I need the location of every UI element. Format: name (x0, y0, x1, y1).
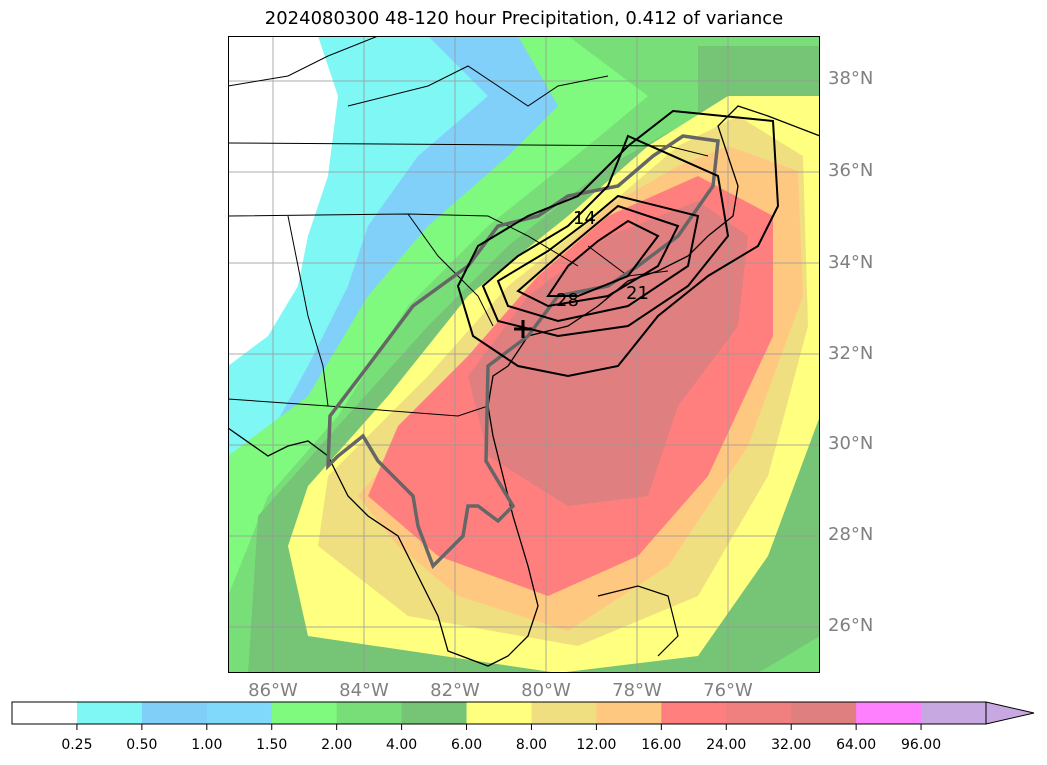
colorbar-tick-label: 6.00 (450, 737, 483, 753)
colorbar-extend-arrow (985, 701, 1035, 725)
colorbar-tick-label: 1.50 (256, 737, 288, 753)
lat-label: 36°N (828, 160, 874, 181)
lon-label: 80°W (521, 680, 571, 701)
colorbar-tick-label: 8.00 (515, 737, 548, 753)
map-frame (228, 36, 820, 673)
lat-label: 32°N (828, 343, 874, 364)
state-borders (228, 36, 709, 417)
contour-label-21: 21 (626, 283, 649, 304)
contour-21 (516, 204, 680, 308)
colorbar-cell (856, 702, 922, 724)
lon-label: 86°W (248, 680, 298, 701)
contour-28 (546, 219, 660, 297)
colorbar (11, 701, 1035, 730)
colorbar-tick-label: 12.00 (576, 737, 617, 753)
coastline-keys (597, 585, 679, 657)
lon-label: 82°W (430, 680, 480, 701)
contour-label-28: 28 (556, 290, 579, 311)
colorbar-cell (726, 702, 792, 724)
colorbar-tick-label: 0.25 (61, 737, 93, 753)
colorbar-cell (466, 702, 532, 724)
colorbar-cell (596, 702, 662, 724)
colorbar-cell (661, 702, 727, 724)
colorbar-frame (11, 701, 987, 725)
colorbar-tick-label: 16.00 (641, 737, 682, 753)
lon-label: 76°W (703, 680, 753, 701)
colorbar-tick-label: 4.00 (386, 737, 418, 753)
colorbar-cell (336, 702, 403, 724)
lat-label: 38°N (828, 68, 874, 89)
colorbar-cell (141, 702, 208, 724)
colorbar-cell (921, 702, 987, 724)
colorbar-cell (791, 702, 857, 724)
colorbar-tick-label: 32.00 (771, 737, 812, 753)
contour-label-14: 14 (573, 208, 596, 229)
colorbar-cell (401, 702, 468, 724)
lon-label: 78°W (612, 680, 662, 701)
colorbar-cell (271, 702, 338, 724)
contour-outer (456, 109, 780, 378)
colorbar-cell (206, 702, 273, 724)
coastline (228, 105, 820, 667)
colorbar-cell (12, 702, 78, 724)
precipitation-map: 14 28 21 (228, 36, 820, 673)
lat-lon-grid (228, 36, 820, 673)
colorbar-cell (76, 702, 143, 724)
lat-label: 28°N (828, 524, 874, 545)
contour-14 (496, 194, 700, 323)
lat-label: 26°N (828, 615, 874, 636)
lat-label: 30°N (828, 433, 874, 454)
contour-lines (456, 109, 780, 378)
colorbar-cell (531, 702, 597, 724)
map-title: 2024080300 48-120 hour Precipitation, 0.… (264, 8, 784, 29)
colorbar-tick-label: 24.00 (706, 737, 747, 753)
lon-label: 84°W (339, 680, 389, 701)
colorbar-tick-label: 0.50 (126, 737, 158, 753)
colorbar-tick-label: 1.00 (191, 737, 223, 753)
colorbar-tick-label: 2.00 (321, 737, 353, 753)
colorbar-tick-label: 96.00 (901, 737, 942, 753)
plus-marker-icon (514, 320, 532, 338)
lat-label: 34°N (828, 252, 874, 273)
colorbar-tick-label: 64.00 (836, 737, 877, 753)
